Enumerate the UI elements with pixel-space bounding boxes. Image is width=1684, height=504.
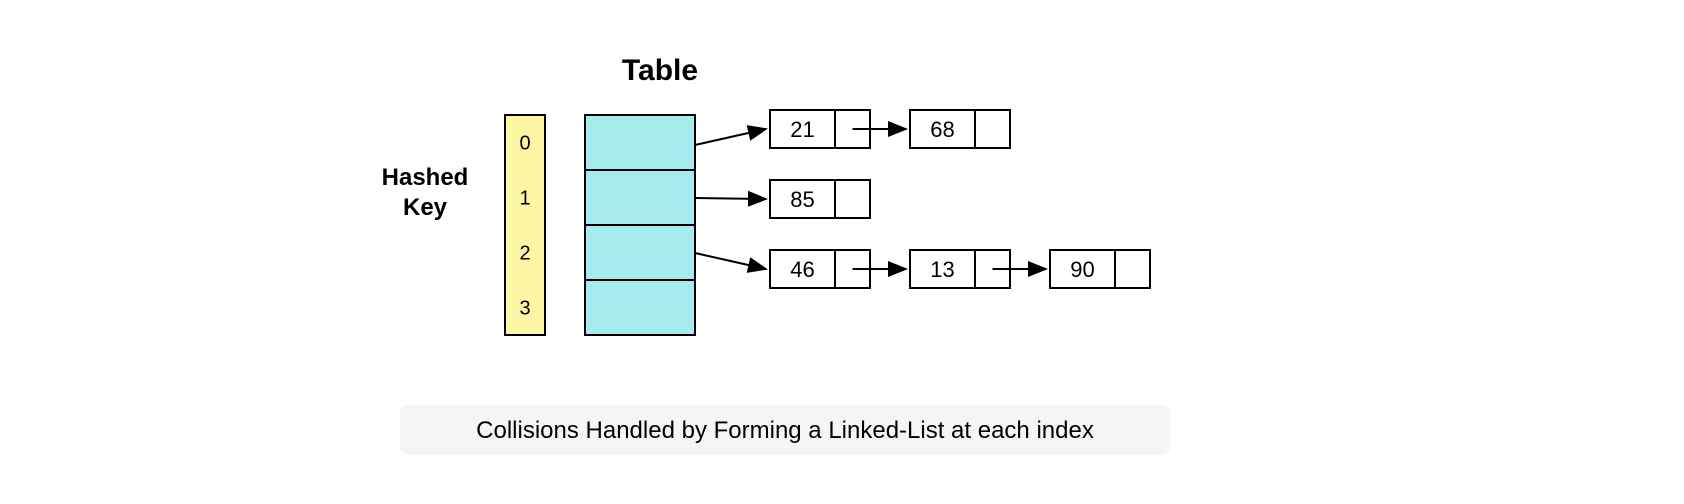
index-label: 1 xyxy=(519,188,530,210)
index-label: 2 xyxy=(519,243,530,265)
list-node-value: 21 xyxy=(790,117,814,142)
pointer-arrow xyxy=(695,129,766,145)
index-label: 3 xyxy=(519,298,530,320)
list-node-value: 68 xyxy=(930,117,954,142)
list-node-value: 13 xyxy=(930,257,954,282)
list-node xyxy=(1050,250,1150,288)
list-node xyxy=(910,110,1010,148)
hashed-key-label-line2: Key xyxy=(403,194,448,221)
list-node-value: 90 xyxy=(1070,257,1094,282)
hashed-key-label-line1: Hashed xyxy=(382,164,469,191)
pointer-arrow xyxy=(695,198,766,199)
pointer-arrow xyxy=(695,253,766,269)
caption-text: Collisions Handled by Forming a Linked-L… xyxy=(476,417,1094,444)
list-node xyxy=(770,180,870,218)
bucket-cell xyxy=(585,115,695,170)
bucket-cell xyxy=(585,225,695,280)
list-node-value: 85 xyxy=(790,187,814,212)
bucket-cell xyxy=(585,170,695,225)
bucket-cell xyxy=(585,280,695,335)
table-title: Table xyxy=(622,54,698,87)
index-label: 0 xyxy=(519,133,530,155)
list-node-value: 46 xyxy=(790,257,814,282)
